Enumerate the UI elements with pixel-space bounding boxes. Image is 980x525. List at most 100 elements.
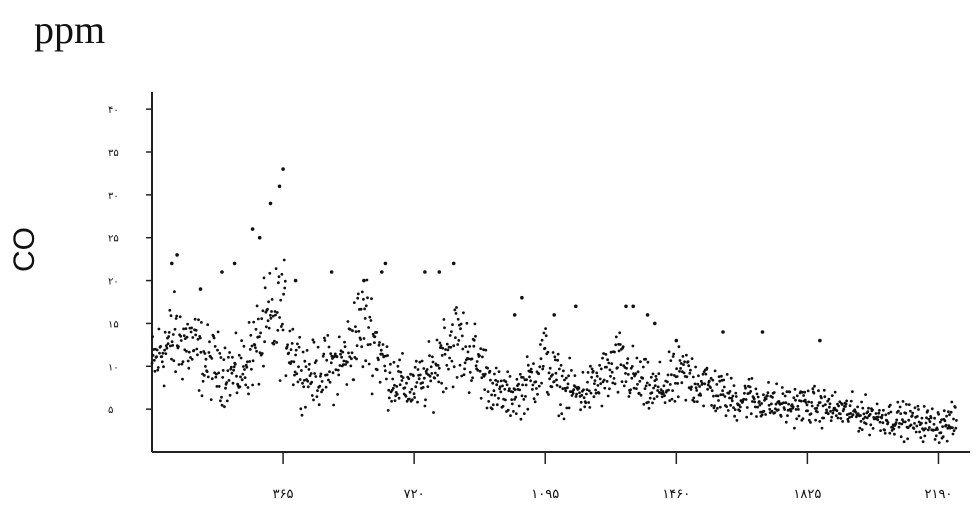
data-point xyxy=(916,404,920,408)
data-point xyxy=(796,404,800,408)
data-point xyxy=(478,369,482,373)
data-point xyxy=(421,386,425,389)
data-point xyxy=(589,364,592,368)
data-point xyxy=(447,367,450,371)
data-point xyxy=(947,424,951,428)
data-point xyxy=(613,382,617,386)
data-point xyxy=(921,440,925,444)
data-point xyxy=(204,365,207,368)
data-point xyxy=(398,383,402,387)
x-ticks: ۳۶۵ ۷۲۰ ۱۰۹۵ ۱۴۶۰ ۱۸۲۵ ۲۱۹۰ xyxy=(273,452,952,502)
data-point xyxy=(282,258,286,262)
data-point xyxy=(825,408,828,412)
data-point xyxy=(748,385,752,389)
data-point xyxy=(206,323,210,327)
data-point xyxy=(896,400,900,404)
outlier-point xyxy=(512,313,517,317)
data-point xyxy=(651,372,655,376)
data-point xyxy=(192,349,196,352)
data-point xyxy=(626,373,630,376)
data-point xyxy=(555,383,559,387)
data-point xyxy=(859,419,863,423)
data-point xyxy=(427,340,431,343)
data-point xyxy=(428,374,432,378)
data-point xyxy=(255,304,259,308)
data-point xyxy=(546,350,550,354)
data-point xyxy=(497,370,501,373)
data-point xyxy=(632,386,636,390)
data-point xyxy=(497,396,500,400)
data-point xyxy=(591,369,595,373)
data-point xyxy=(730,396,734,400)
data-point xyxy=(735,419,739,422)
data-point xyxy=(152,358,156,362)
data-point xyxy=(917,408,920,411)
data-point xyxy=(710,404,713,407)
data-point xyxy=(804,401,808,404)
data-point xyxy=(510,398,514,401)
data-point xyxy=(203,352,207,355)
data-point xyxy=(644,357,647,361)
data-point xyxy=(266,319,270,323)
data-point xyxy=(912,427,916,430)
data-point xyxy=(314,375,318,378)
data-point xyxy=(446,348,450,352)
data-point xyxy=(669,359,673,362)
data-point xyxy=(228,351,232,354)
data-point xyxy=(328,370,331,374)
data-point xyxy=(180,362,184,366)
data-point xyxy=(466,350,470,354)
data-point xyxy=(482,348,485,352)
data-point xyxy=(601,356,604,360)
data-point xyxy=(823,395,827,399)
data-point xyxy=(367,326,370,329)
data-point xyxy=(868,412,872,416)
data-point xyxy=(283,279,287,283)
data-point xyxy=(754,387,758,391)
data-point xyxy=(626,357,630,361)
outlier-point xyxy=(293,278,298,283)
data-point xyxy=(439,344,443,347)
data-point xyxy=(508,375,512,378)
data-point xyxy=(520,394,524,398)
data-point xyxy=(816,404,820,407)
data-point xyxy=(233,362,237,366)
data-point xyxy=(460,334,464,338)
data-point xyxy=(184,327,188,330)
data-point xyxy=(475,360,479,363)
data-point xyxy=(457,339,461,342)
data-point xyxy=(834,414,838,417)
data-point xyxy=(685,375,689,379)
y-tick-label: ۲۰ xyxy=(108,277,119,288)
data-point xyxy=(243,368,246,371)
data-point xyxy=(541,364,545,368)
data-point xyxy=(336,393,339,396)
data-point xyxy=(685,353,688,357)
data-point xyxy=(572,388,576,392)
data-point xyxy=(464,345,468,348)
data-point xyxy=(296,342,299,346)
data-point xyxy=(252,320,256,324)
data-point xyxy=(786,414,789,417)
data-point xyxy=(582,396,586,400)
data-point xyxy=(285,345,289,349)
data-point xyxy=(286,343,289,347)
data-point xyxy=(643,387,647,390)
data-point xyxy=(722,378,726,382)
data-point xyxy=(598,363,601,367)
data-point xyxy=(455,376,459,379)
data-point xyxy=(448,334,452,337)
data-point xyxy=(179,334,183,338)
data-point xyxy=(257,382,261,386)
data-point xyxy=(667,350,671,354)
data-point xyxy=(178,315,182,319)
outlier-point xyxy=(175,253,179,257)
data-point xyxy=(417,377,421,381)
data-point xyxy=(150,361,154,365)
data-point xyxy=(437,366,441,370)
data-point xyxy=(844,402,848,406)
data-point xyxy=(277,275,281,279)
data-point xyxy=(300,413,304,417)
data-point xyxy=(304,365,308,368)
data-point xyxy=(926,409,930,412)
